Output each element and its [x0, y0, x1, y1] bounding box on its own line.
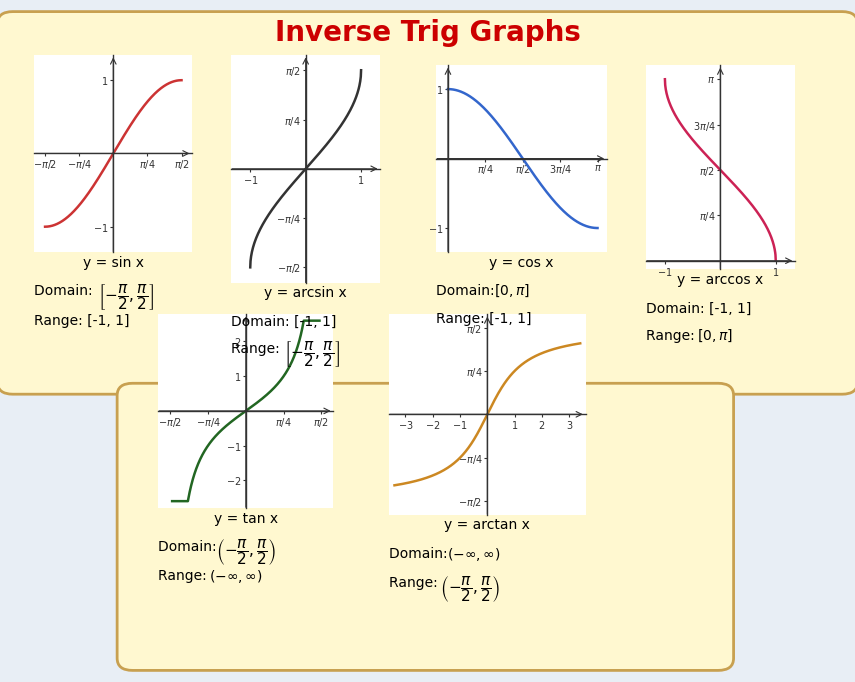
Text: y = cos x: y = cos x: [489, 256, 554, 270]
Text: y = sin x: y = sin x: [83, 256, 144, 270]
Text: $\left(-\dfrac{\pi}{2}, \dfrac{\pi}{2}\right)$: $\left(-\dfrac{\pi}{2}, \dfrac{\pi}{2}\r…: [216, 537, 277, 567]
Text: Domain: [-1, 1]: Domain: [-1, 1]: [646, 301, 751, 316]
Text: Range:: Range:: [231, 342, 284, 357]
Text: Domain:: Domain:: [34, 284, 97, 299]
Text: y = tan x: y = tan x: [214, 512, 278, 526]
Text: $[0, \pi]$: $[0, \pi]$: [697, 327, 733, 344]
Text: y = arctan x: y = arctan x: [445, 518, 530, 533]
Text: Domain:: Domain:: [436, 284, 499, 299]
Text: y = arcsin x: y = arcsin x: [264, 286, 347, 301]
Text: Range:: Range:: [158, 569, 211, 584]
Text: $\left(-\dfrac{\pi}{2}, \dfrac{\pi}{2}\right)$: $\left(-\dfrac{\pi}{2}, \dfrac{\pi}{2}\r…: [440, 574, 501, 604]
Text: Domain:: Domain:: [389, 547, 452, 561]
Text: $\left[-\dfrac{\pi}{2}, \dfrac{\pi}{2}\right]$: $\left[-\dfrac{\pi}{2}, \dfrac{\pi}{2}\r…: [284, 339, 340, 369]
Text: Range:: Range:: [389, 576, 442, 591]
Text: $(-\infty, \infty)$: $(-\infty, \infty)$: [447, 546, 501, 563]
Text: $\left[-\dfrac{\pi}{2}, \dfrac{\pi}{2}\right]$: $\left[-\dfrac{\pi}{2}, \dfrac{\pi}{2}\r…: [98, 282, 155, 312]
Text: Domain: [-1, 1]: Domain: [-1, 1]: [231, 315, 336, 329]
Text: Domain:: Domain:: [158, 540, 221, 554]
Text: Range: [-1, 1]: Range: [-1, 1]: [34, 314, 130, 328]
Text: Range:: Range:: [646, 329, 699, 343]
Text: $[0, \pi]$: $[0, \pi]$: [494, 283, 530, 299]
Text: $(-\infty, \infty)$: $(-\infty, \infty)$: [209, 568, 263, 585]
Text: y = arccos x: y = arccos x: [677, 273, 764, 287]
Text: Range: [-1, 1]: Range: [-1, 1]: [436, 312, 532, 326]
Text: Inverse Trig Graphs: Inverse Trig Graphs: [274, 19, 581, 47]
